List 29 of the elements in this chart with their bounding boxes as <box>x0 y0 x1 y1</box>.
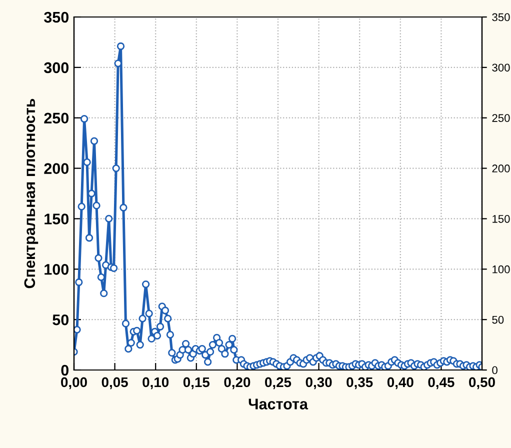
y-tick-label: 250 <box>44 112 69 124</box>
y2-tick-label: 0 <box>492 366 498 374</box>
y-tick-label: 50 <box>52 314 69 326</box>
x-tick-label: 0,10 <box>142 377 169 390</box>
y-tick-label: 150 <box>44 214 69 224</box>
x-tick-label: 0,40 <box>387 377 414 390</box>
y2-tick-label: 100 <box>492 265 510 274</box>
x-tick-label: 0,20 <box>224 377 250 390</box>
y-tick-label: 200 <box>44 163 69 174</box>
x-tick-label: 0,00 <box>61 377 87 390</box>
x-tick-label: 0,30 <box>306 377 332 390</box>
y-tick-label: 0 <box>61 364 69 376</box>
x-tick-label: 0,35 <box>346 377 373 390</box>
y-axis-title: Спектральная плотность <box>24 98 38 288</box>
y2-tick-label: 250 <box>492 114 510 122</box>
x-tick-label: 0,05 <box>102 377 128 390</box>
y2-tick-label: 200 <box>492 164 510 172</box>
y2-tick-label: 350 <box>492 13 510 22</box>
y-tick-label: 300 <box>44 62 69 74</box>
y-tick-label: 350 <box>44 12 69 23</box>
x-tick-label: 0,15 <box>183 377 210 390</box>
x-tick-label: 0,45 <box>428 377 454 390</box>
y2-tick-label: 50 <box>492 316 504 324</box>
y2-tick-label: 150 <box>492 214 510 223</box>
x-tick-label: 0,25 <box>265 377 292 390</box>
y2-tick-label: 300 <box>492 64 510 72</box>
x-axis-title: Частота <box>248 398 308 410</box>
y-tick-label: 100 <box>44 264 69 275</box>
x-tick-label: 0,50 <box>469 377 495 390</box>
